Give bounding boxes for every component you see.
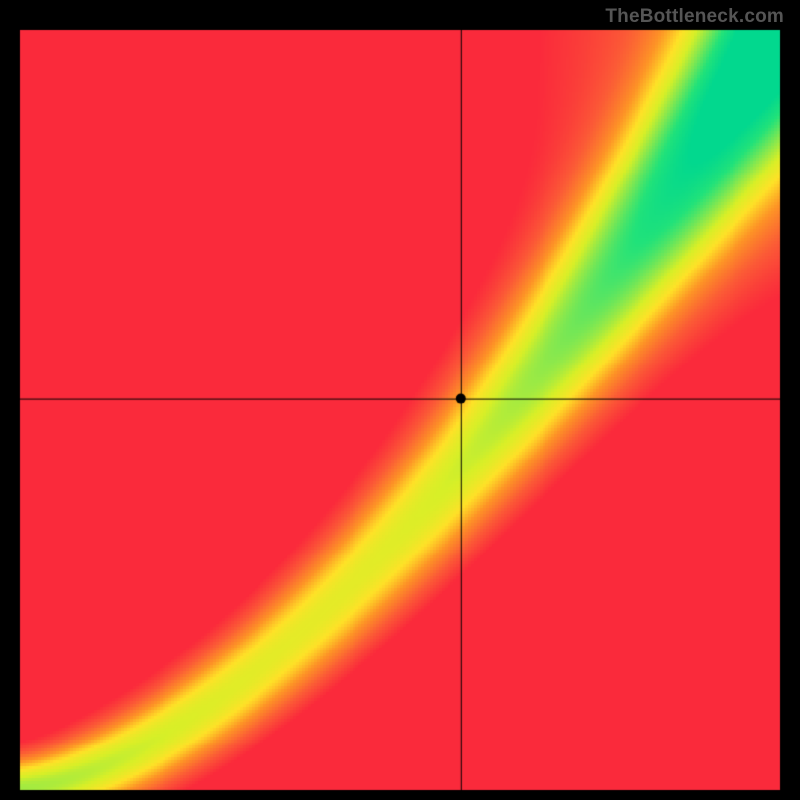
- chart-stage: TheBottleneck.com: [0, 0, 800, 800]
- bottleneck-heatmap: [0, 0, 800, 800]
